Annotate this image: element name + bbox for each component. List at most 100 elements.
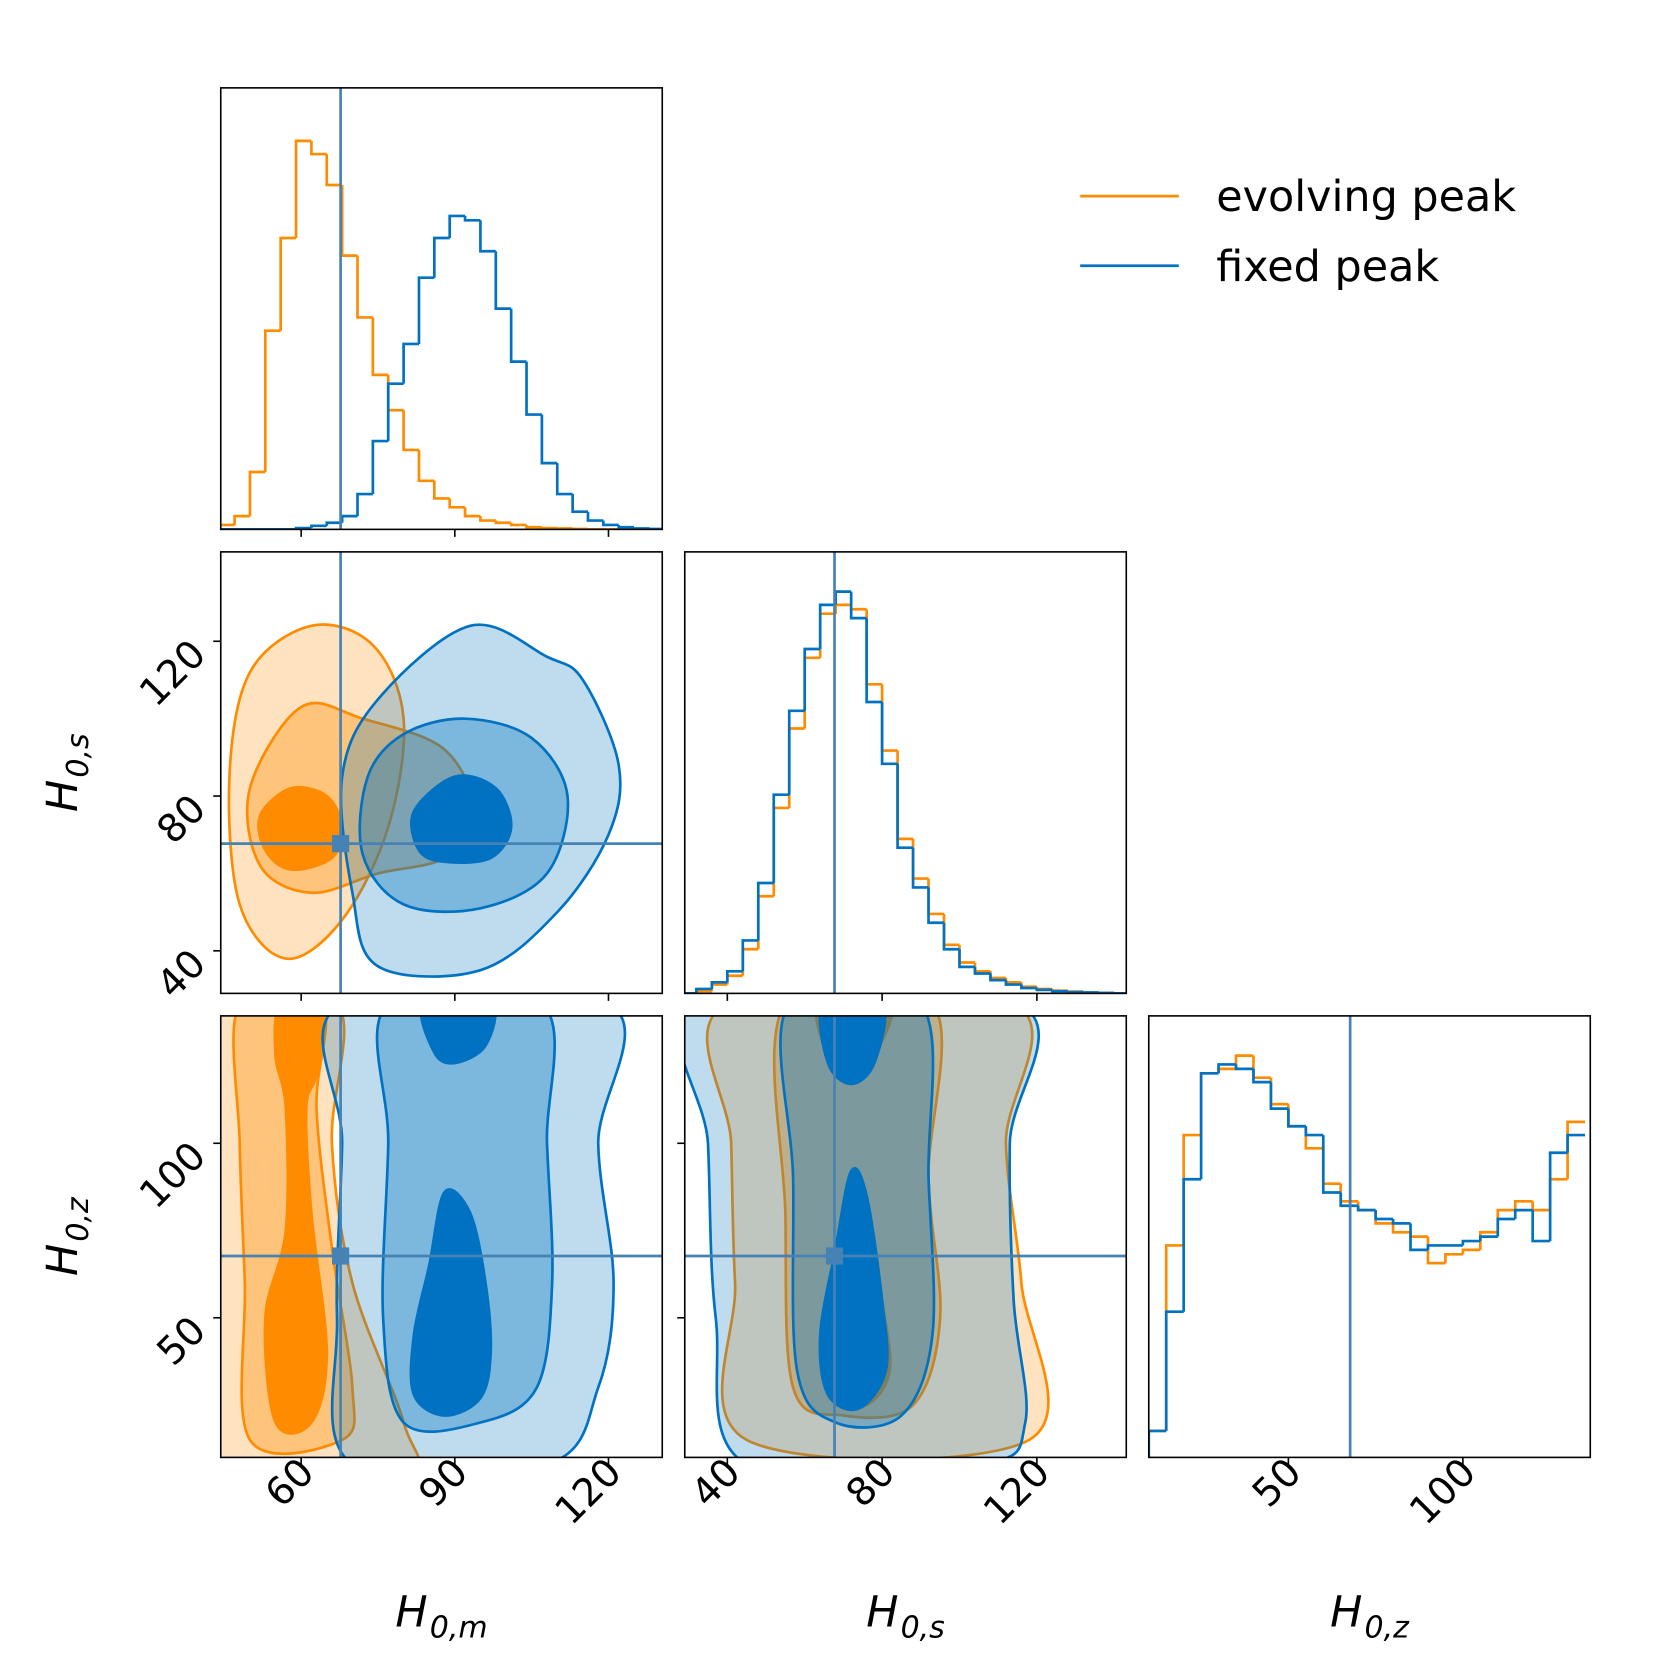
histogram-step xyxy=(1304,1126,1324,1137)
y-tick-label: 40 xyxy=(148,941,215,1008)
histogram-step xyxy=(494,251,512,310)
histogram-step xyxy=(1199,1071,1219,1136)
histogram-step xyxy=(911,838,929,880)
histogram-step xyxy=(1478,1230,1498,1250)
histogram-step xyxy=(927,878,945,916)
histogram-step xyxy=(525,524,542,529)
histogram-step xyxy=(1004,980,1022,986)
histogram-step xyxy=(896,763,914,850)
histogram-step xyxy=(772,793,790,884)
histogram-step xyxy=(849,591,867,620)
panel xyxy=(683,551,1128,1001)
y-axis-label: H0,s xyxy=(38,733,96,812)
histogram-step xyxy=(1391,1218,1411,1225)
histogram-step xyxy=(479,220,496,253)
histogram-step xyxy=(803,647,821,711)
histogram-step xyxy=(1199,1071,1219,1180)
histogram-step xyxy=(1020,982,1037,989)
histogram-step xyxy=(1287,1104,1306,1128)
histogram-step xyxy=(1164,1244,1184,1431)
x-axis-label: H0,z xyxy=(1330,1588,1410,1646)
histogram-step xyxy=(1374,1210,1394,1225)
histogram-step xyxy=(725,969,743,983)
axis-label-symbol: H xyxy=(38,780,88,812)
histogram-step xyxy=(417,276,435,344)
histogram-step xyxy=(555,463,573,496)
histogram-step xyxy=(1531,1210,1551,1243)
histogram-step xyxy=(494,520,512,525)
histogram-step xyxy=(1391,1223,1411,1234)
histogram-step xyxy=(632,527,650,530)
panel-frame xyxy=(219,1015,664,1459)
contour xyxy=(419,1015,497,1065)
histogram-step xyxy=(787,727,805,808)
contour xyxy=(409,1188,493,1417)
histogram-step xyxy=(402,410,419,452)
histogram-step xyxy=(325,521,343,526)
histogram-step xyxy=(525,361,542,416)
y-tick-label: 120 xyxy=(131,632,215,716)
y-axis-label: H0,z xyxy=(38,1196,96,1276)
histogram-step xyxy=(1548,1177,1568,1211)
histogram-step xyxy=(310,524,327,529)
histogram-step xyxy=(1035,988,1053,992)
y-tick-label: 80 xyxy=(148,786,215,853)
axis-label-subscript: 0,s xyxy=(61,733,96,777)
histogram-step xyxy=(571,494,588,514)
contour xyxy=(263,1015,329,1435)
contour xyxy=(818,1015,887,1086)
truth-marker xyxy=(332,1247,350,1265)
histogram-step xyxy=(509,308,527,363)
histogram-step xyxy=(1287,1108,1306,1128)
histogram-step xyxy=(356,492,373,517)
histogram-step xyxy=(586,511,604,522)
panel-frame xyxy=(219,551,664,995)
histogram-step xyxy=(1461,1248,1481,1255)
histogram-step xyxy=(725,974,743,985)
panel: 50 100 H0,z xyxy=(1147,1015,1592,1646)
histogram-step xyxy=(1409,1232,1428,1238)
histogram-step xyxy=(1531,1201,1551,1212)
x-axis-label: H0,m xyxy=(395,1588,487,1646)
x-tick-label: 100 xyxy=(1401,1450,1485,1534)
contour xyxy=(410,774,513,865)
histogram-step xyxy=(1321,1135,1341,1194)
histogram-step xyxy=(942,922,960,951)
histogram-step xyxy=(1051,989,1068,993)
histogram-step xyxy=(1234,1054,1254,1069)
histogram-step xyxy=(248,470,266,517)
axis-label-symbol: H xyxy=(866,1588,898,1638)
histogram-step xyxy=(818,603,836,650)
histogram-step xyxy=(741,939,759,972)
x-axis-label: H0,s xyxy=(866,1588,945,1646)
panel-content xyxy=(220,1015,663,1458)
histogram-step xyxy=(1444,1252,1463,1264)
histogram-step xyxy=(1252,1068,1271,1084)
histogram-step xyxy=(1513,1208,1533,1219)
histogram-step xyxy=(834,603,852,614)
histogram-step xyxy=(1461,1239,1481,1246)
panel-content xyxy=(684,551,1127,994)
histogram-step xyxy=(1496,1217,1516,1237)
histogram-step xyxy=(1409,1223,1428,1252)
histogram-step xyxy=(880,701,898,766)
histogram-step xyxy=(958,949,975,969)
histogram-step xyxy=(448,214,466,238)
histogram-step xyxy=(865,618,883,704)
histogram-step xyxy=(340,514,358,523)
histogram-step xyxy=(989,973,1006,982)
histogram-step xyxy=(849,604,867,611)
histogram-step xyxy=(1148,1429,1167,1458)
axis-label-subscript: 0,z xyxy=(1365,1610,1411,1645)
histogram-step xyxy=(432,480,450,500)
x-tick-label: 40 xyxy=(683,1450,750,1517)
histogram-step xyxy=(911,847,929,889)
panel-content xyxy=(220,551,663,994)
histogram-step xyxy=(1182,1133,1202,1246)
axis-label-subscript: 0,s xyxy=(901,1610,945,1645)
histogram-step xyxy=(263,329,281,472)
histogram-step xyxy=(927,887,945,925)
axis-label-subscript: 0,z xyxy=(61,1196,96,1242)
